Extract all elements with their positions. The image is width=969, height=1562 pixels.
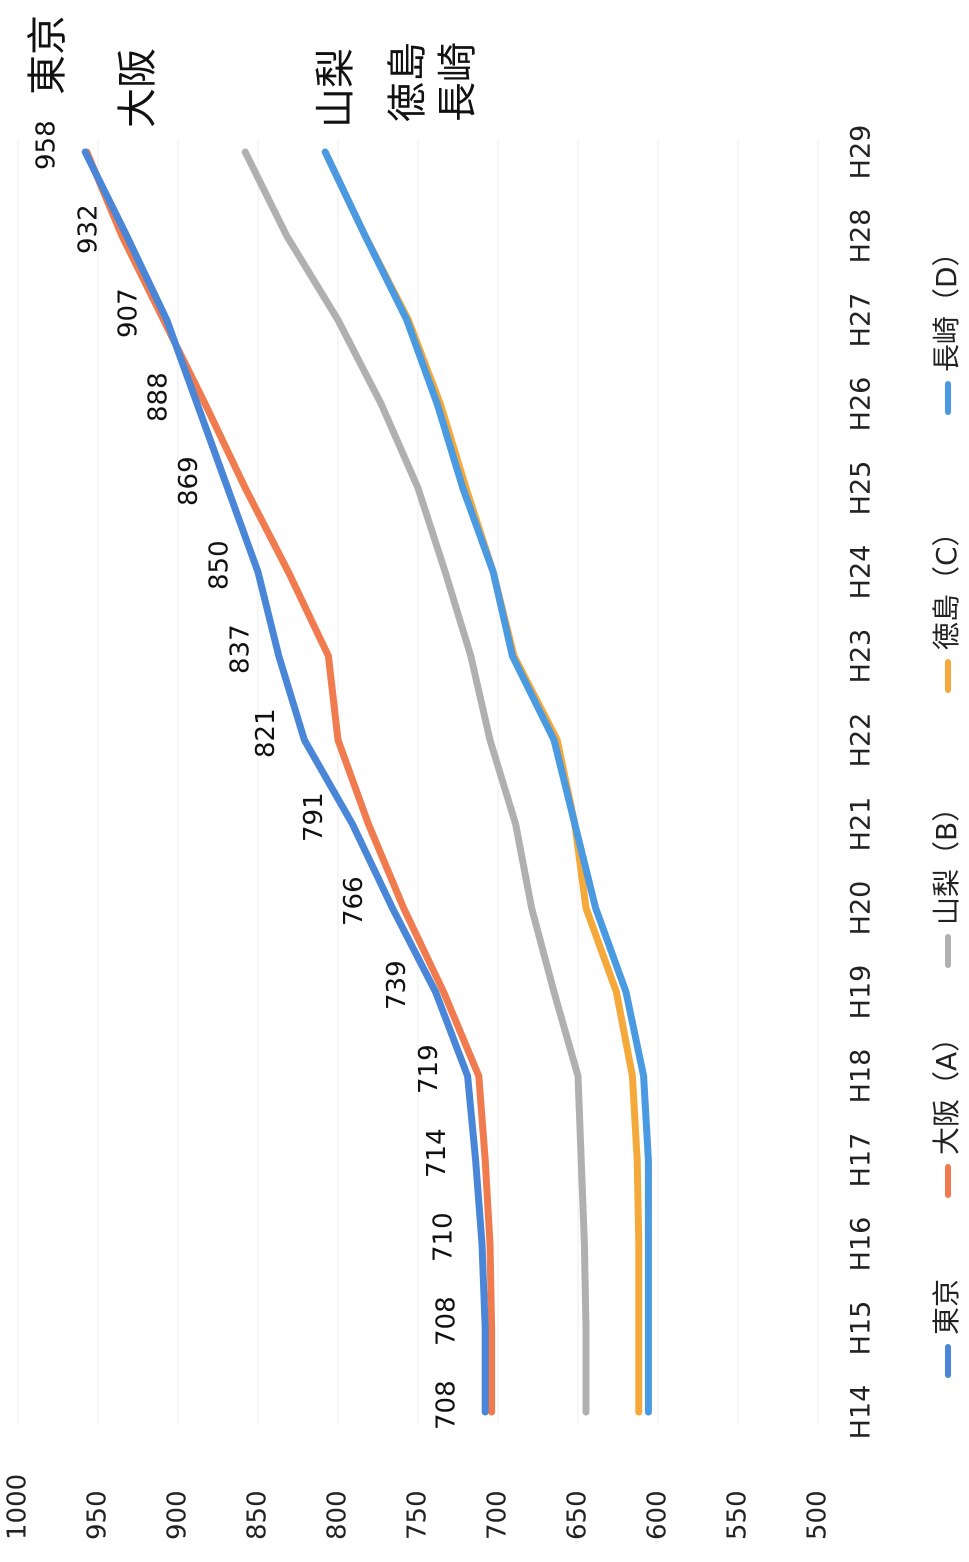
value-tick-label: 600: [643, 1490, 673, 1540]
data-label: 791: [299, 792, 329, 842]
data-label: 837: [225, 624, 255, 674]
category-tick-label: H24: [846, 545, 877, 600]
category-tick-label: H23: [846, 629, 877, 684]
series-end-label: 長崎: [435, 42, 481, 122]
data-label: 739: [382, 960, 412, 1010]
value-tick-label: 550: [723, 1490, 753, 1540]
value-tick-label: 900: [163, 1490, 193, 1540]
data-label: 708: [432, 1380, 462, 1430]
data-label: 850: [205, 540, 235, 590]
legend: 東京 大阪（A） 山梨（B） 徳島（C） 長崎（D）: [930, 238, 963, 1378]
category-tick-label: H20: [846, 881, 877, 936]
category-tick-label: H25: [846, 461, 877, 516]
category-tick-label: H29: [846, 125, 877, 180]
value-tick-label: 750: [403, 1490, 433, 1540]
data-label: 821: [251, 708, 281, 758]
value-tick-label: 1000: [3, 1474, 33, 1540]
series-end-label: 東京: [25, 15, 71, 95]
data-label: 958: [32, 120, 62, 170]
category-tick-label: H26: [846, 377, 877, 432]
data-label: 710: [429, 1212, 459, 1262]
value-axis: 500 550 600 650 700 750 800 850 900 950 1000: [3, 1474, 833, 1540]
category-tick-label: H19: [846, 965, 877, 1020]
data-labels: 708 708 710 714 719 739 766 791 821 837 850 869 888 9…: [32, 120, 462, 1430]
value-tick-label: 800: [323, 1490, 353, 1540]
legend-label: 徳島（C）: [930, 518, 963, 650]
data-label: 719: [414, 1044, 444, 1094]
data-label: 932: [73, 204, 103, 254]
category-tick-label: H28: [846, 209, 877, 264]
series-end-label: 山梨: [313, 48, 359, 128]
category-axis: H14 H15 H16 H17 H18 H19 H20 H21 H22 H23 H24 H25 H26 H…: [846, 125, 877, 1440]
data-label: 907: [113, 288, 143, 338]
series-end-labels: 東京 大阪 山梨 徳島 長崎: [25, 15, 481, 128]
series-lines: [81, 148, 652, 1416]
value-tick-label: 950: [83, 1490, 113, 1540]
category-tick-label: H14: [846, 1385, 877, 1440]
legend-label: 大阪（A）: [930, 1024, 963, 1155]
value-tick-label: 850: [243, 1490, 273, 1540]
legend-label: 山梨（B）: [930, 794, 963, 925]
series-line-2: [241, 148, 590, 1416]
legend-label: 長崎（D）: [930, 238, 963, 372]
data-label: 708: [432, 1296, 462, 1346]
category-tick-label: H21: [846, 797, 877, 852]
category-tick-label: H17: [846, 1133, 877, 1188]
value-tick-label: 700: [483, 1490, 513, 1540]
data-label: 766: [339, 876, 369, 926]
series-line-0: [81, 148, 489, 1416]
data-label: 888: [144, 372, 174, 422]
category-tick-label: H22: [846, 713, 877, 768]
value-tick-label: 650: [563, 1490, 593, 1540]
category-tick-label: H18: [846, 1049, 877, 1104]
series-line-4: [321, 148, 652, 1416]
legend-label: 東京: [930, 1279, 963, 1335]
category-tick-label: H16: [846, 1217, 877, 1272]
series-end-label: 大阪: [115, 48, 161, 128]
series-end-label: 徳島: [385, 42, 431, 122]
value-tick-label: 500: [803, 1490, 833, 1540]
data-label: 869: [174, 456, 204, 506]
data-label: 714: [422, 1128, 452, 1178]
category-tick-label: H15: [846, 1301, 877, 1356]
category-tick-label: H27: [846, 293, 877, 348]
